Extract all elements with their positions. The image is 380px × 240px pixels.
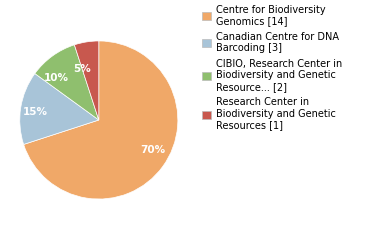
- Wedge shape: [24, 41, 178, 199]
- Text: 70%: 70%: [140, 145, 165, 155]
- Text: 10%: 10%: [44, 73, 69, 84]
- Wedge shape: [35, 45, 99, 120]
- Wedge shape: [74, 41, 99, 120]
- Text: 5%: 5%: [73, 64, 91, 74]
- Legend: Centre for Biodiversity
Genomics [14], Canadian Centre for DNA
Barcoding [3], CI: Centre for Biodiversity Genomics [14], C…: [203, 5, 342, 131]
- Text: 15%: 15%: [23, 107, 48, 117]
- Wedge shape: [20, 73, 99, 144]
